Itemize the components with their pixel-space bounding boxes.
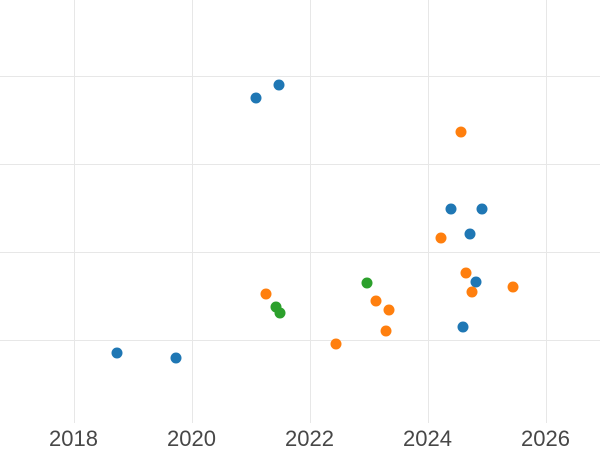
scatter-point-green	[274, 307, 286, 319]
scatter-point-orange	[460, 267, 472, 279]
scatter-point-blue	[445, 203, 457, 215]
vertical-gridline	[545, 0, 547, 423]
scatter-point-green	[361, 277, 373, 289]
x-tick-label: 2024	[403, 426, 452, 450]
x-tick-label: 2020	[167, 426, 216, 450]
scatter-point-blue	[476, 203, 488, 215]
scatter-point-orange	[260, 288, 272, 300]
scatter-point-blue	[464, 228, 476, 240]
scatter-point-blue	[111, 347, 123, 359]
horizontal-gridline	[0, 164, 600, 165]
horizontal-gridline	[0, 340, 600, 341]
scatter-point-orange	[383, 304, 395, 316]
horizontal-gridline	[0, 76, 600, 77]
scatter-point-blue	[470, 276, 482, 288]
x-tick-label: 2026	[521, 426, 570, 450]
vertical-gridline	[309, 0, 311, 423]
scatter-point-blue	[250, 92, 262, 104]
vertical-gridline	[427, 0, 429, 423]
scatter-point-orange	[435, 232, 447, 244]
scatter-point-orange	[507, 281, 519, 293]
x-tick-label: 2018	[49, 426, 98, 450]
vertical-gridline	[73, 0, 75, 423]
horizontal-gridline	[0, 252, 600, 253]
scatter-point-orange	[370, 295, 382, 307]
scatter-point-orange	[380, 325, 392, 337]
scatter-point-green	[270, 301, 282, 313]
vertical-gridline	[191, 0, 193, 423]
scatter-point-blue	[273, 79, 285, 91]
scatter-point-orange	[466, 286, 478, 298]
scatter-point-orange	[455, 126, 467, 138]
x-tick-label: 2022	[285, 426, 334, 450]
scatter-point-blue	[457, 321, 469, 333]
scatter-point-blue	[170, 352, 182, 364]
scatter-point-orange	[330, 338, 342, 350]
